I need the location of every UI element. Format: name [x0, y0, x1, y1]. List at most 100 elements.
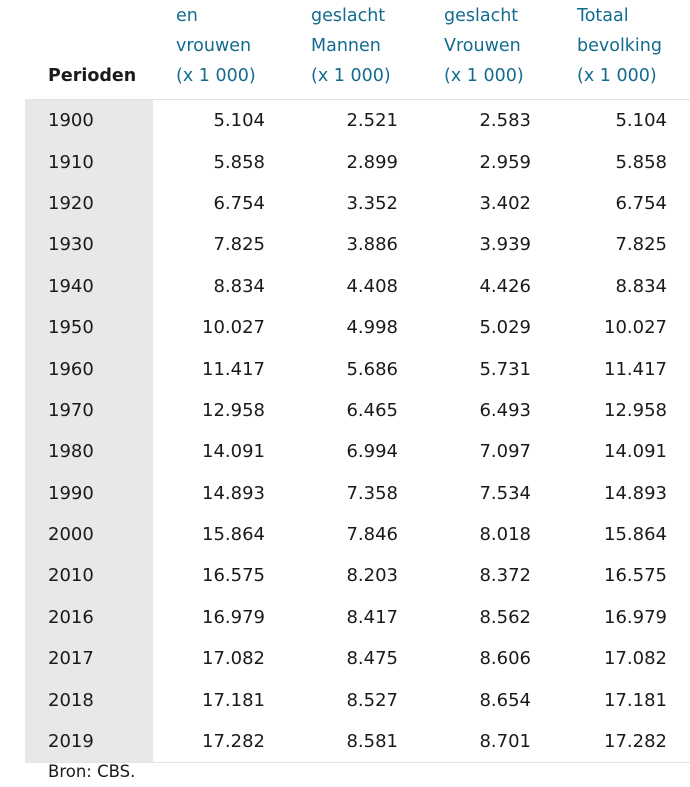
table-row: 1970 12.958 6.465 6.493 12.958	[25, 389, 690, 432]
table-row: 1960 11.417 5.686 5.731 11.417	[25, 348, 690, 390]
cell-women: 6.493	[479, 399, 531, 421]
cell-women: 2.583	[479, 110, 531, 132]
cell-total-population: 17.082	[604, 648, 667, 670]
cell-total-men-women: 16.979	[202, 606, 265, 628]
table-row: 1950 10.027 4.998 5.029 10.027	[25, 306, 690, 349]
table-header: Perioden en vrouwen (x 1 000) geslacht Mannen…	[25, 0, 690, 100]
cell-women: 8.606	[479, 648, 531, 670]
cell-women: 5.029	[479, 317, 531, 339]
cell-total-men-women: 12.958	[202, 399, 265, 421]
header-vrouwen: geslacht Vrouwen (x 1 000)	[421, 0, 554, 100]
cell-men: 2.899	[346, 151, 398, 173]
table-row: 2016 16.979 8.417 8.562 16.979	[25, 596, 690, 639]
cell-period: 1980	[25, 431, 153, 473]
cell-period: 2017	[25, 638, 153, 680]
table-row: 1930 7.825 3.886 3.939 7.825	[25, 224, 690, 266]
cell-women: 7.097	[479, 441, 531, 463]
table-row: 1980 14.091 6.994 7.097 14.091	[25, 431, 690, 473]
cell-total-population: 17.181	[604, 689, 667, 711]
cell-period: 1960	[25, 348, 153, 390]
header-row: Perioden en vrouwen (x 1 000) geslacht Mannen…	[25, 0, 690, 100]
table-row: 1990 14.893 7.358 7.534 14.893	[25, 472, 690, 514]
header-line: en	[176, 6, 198, 26]
cell-total-men-women: 17.282	[153, 720, 288, 764]
source-note: Bron: CBS.	[48, 762, 136, 781]
header-line: Perioden	[48, 66, 137, 86]
header-line: (x 1 000)	[444, 66, 524, 86]
cell-men: 8.527	[346, 689, 398, 711]
table-row: 2019 17.282 8.581 8.701 17.282	[25, 720, 690, 764]
cell-period: 1970	[25, 389, 153, 432]
cell-women: 8.701	[421, 720, 554, 764]
cell-men: 8.475	[346, 648, 398, 670]
cell-period: 1990	[25, 472, 153, 514]
cell-men: 2.521	[346, 110, 398, 132]
header-perioden: Perioden	[25, 0, 153, 100]
cell-total-population: 6.754	[615, 192, 667, 214]
cell-period: 1920	[25, 182, 153, 225]
cell-men: 3.886	[346, 234, 398, 256]
header-totaal-bevolking: Totaal bevolking (x 1 000)	[554, 0, 690, 100]
cell-total-population: 14.091	[604, 441, 667, 463]
header-line: bevolking	[577, 36, 662, 56]
cell-women: 8.018	[479, 524, 531, 546]
header-line: (x 1 000)	[577, 66, 657, 86]
cell-total-men-women: 16.575	[202, 565, 265, 587]
cell-period: 2000	[25, 513, 153, 556]
table-row: 1910 5.858 2.899 2.959 5.858	[25, 141, 690, 183]
cell-total-population: 5.858	[615, 151, 667, 173]
cell-total-population: 16.979	[604, 606, 667, 628]
cell-men: 7.846	[346, 524, 398, 546]
cell-period: 2019	[25, 720, 153, 764]
population-table-container: Perioden en vrouwen (x 1 000) geslacht Mannen…	[25, 0, 690, 764]
cell-period: 1930	[25, 224, 153, 266]
header-line: (x 1 000)	[176, 66, 256, 86]
cell-total-population: 8.834	[615, 275, 667, 297]
cell-women: 3.939	[479, 234, 531, 256]
cell-total-men-women: 8.834	[213, 275, 265, 297]
cell-period: 1940	[25, 265, 153, 307]
header-line: geslacht	[444, 6, 519, 26]
cell-women: 8.654	[479, 689, 531, 711]
table-row: 1900 5.104 2.521 2.583 5.104	[25, 99, 690, 142]
cell-men: 8.203	[346, 565, 398, 587]
cell-women: 3.402	[479, 192, 531, 214]
table-row: 1940 8.834 4.408 4.426 8.834	[25, 265, 690, 307]
cell-total-men-women: 14.893	[202, 482, 265, 504]
cell-men: 8.417	[346, 606, 398, 628]
cell-women: 5.731	[479, 358, 531, 380]
header-line: Vrouwen	[444, 36, 521, 56]
cell-total-population: 14.893	[604, 482, 667, 504]
cell-period: 1950	[25, 306, 153, 349]
table-row: 2000 15.864 7.846 8.018 15.864	[25, 513, 690, 556]
cell-men: 7.358	[346, 482, 398, 504]
cell-total-population: 11.417	[604, 358, 667, 380]
cell-period: 2018	[25, 679, 153, 721]
cell-total-men-women: 6.754	[213, 192, 265, 214]
cell-period: 2010	[25, 555, 153, 597]
table-row: 1920 6.754 3.352 3.402 6.754	[25, 182, 690, 225]
cell-total-men-women: 15.864	[202, 524, 265, 546]
header-mannen: geslacht Mannen (x 1 000)	[288, 0, 421, 100]
cell-men: 3.352	[346, 192, 398, 214]
cell-women: 8.562	[479, 606, 531, 628]
cell-total-population: 17.282	[554, 720, 690, 764]
population-table: Perioden en vrouwen (x 1 000) geslacht Mannen…	[25, 0, 690, 764]
cell-total-population: 15.864	[604, 524, 667, 546]
cell-women: 7.534	[479, 482, 531, 504]
cell-men: 5.686	[346, 358, 398, 380]
header-line: Mannen	[311, 36, 381, 56]
header-line: vrouwen	[176, 36, 252, 56]
cell-total-men-women: 10.027	[202, 317, 265, 339]
table-row: 2018 17.181 8.527 8.654 17.181	[25, 679, 690, 721]
cell-total-men-women: 17.082	[202, 648, 265, 670]
header-line: geslacht	[311, 6, 386, 26]
cell-total-men-women: 14.091	[202, 441, 265, 463]
cell-total-population: 10.027	[604, 317, 667, 339]
cell-women: 8.372	[479, 565, 531, 587]
cell-total-population: 16.575	[604, 565, 667, 587]
cell-total-men-women: 11.417	[202, 358, 265, 380]
cell-total-men-women: 7.825	[213, 234, 265, 256]
cell-men: 4.998	[346, 317, 398, 339]
cell-total-men-women: 5.858	[213, 151, 265, 173]
